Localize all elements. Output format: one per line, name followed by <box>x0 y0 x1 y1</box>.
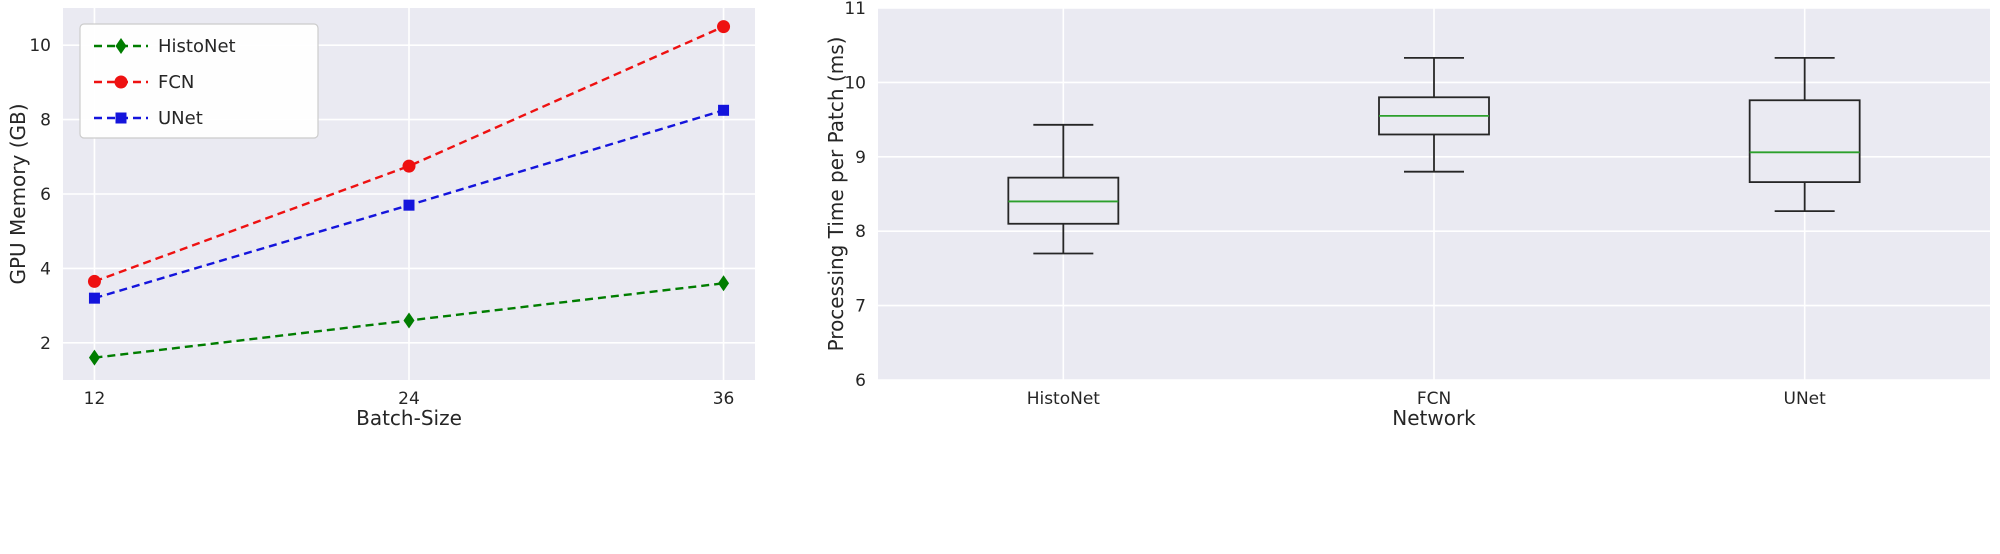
legend-label: UNet <box>158 108 203 129</box>
box-FCN <box>1378 56 1490 173</box>
y-tick-label: 6 <box>855 371 866 391</box>
series-line <box>94 25 725 283</box>
circle-marker <box>402 159 416 173</box>
x-tick-label: UNet <box>1784 389 1827 409</box>
boxplot-x-axis-label: Network <box>1392 406 1476 430</box>
line-chart-x-axis-label: Batch-Size <box>356 406 462 430</box>
y-tick-label: 10 <box>29 36 51 56</box>
y-tick-label: 11 <box>844 0 866 19</box>
box-rect <box>1748 99 1861 183</box>
series-UNet <box>88 104 730 304</box>
y-tick-label: 2 <box>40 334 51 354</box>
y-tick-label: 8 <box>40 111 51 131</box>
diamond-marker <box>718 275 730 292</box>
diamond-marker <box>115 38 127 54</box>
circle-marker <box>114 75 128 89</box>
x-tick-label: 36 <box>713 389 735 409</box>
x-tick-label: 24 <box>398 389 420 409</box>
square-marker <box>88 292 100 304</box>
circle-marker <box>87 274 101 288</box>
boxplot-y-axis-label: Processing Time per Patch (ms) <box>824 36 848 352</box>
series-HistoNet <box>88 275 730 366</box>
y-tick-label: 10 <box>844 73 866 93</box>
legend-item-HistoNet: HistoNet <box>94 36 236 57</box>
y-tick-label: 9 <box>855 148 866 168</box>
series-FCN <box>87 20 731 288</box>
box-UNet <box>1748 56 1861 213</box>
legend: HistoNet FCN UNet <box>79 23 319 139</box>
legend-item-UNet: UNet <box>94 108 203 129</box>
y-tick-label: 6 <box>40 185 51 205</box>
square-marker <box>718 104 730 116</box>
y-tick-label: 8 <box>855 222 866 242</box>
square-marker <box>403 199 415 211</box>
legend-item-FCN: FCN <box>94 72 194 93</box>
line-chart-y-axis-label: GPU Memory (GB) <box>6 103 30 285</box>
x-tick-label: HistoNet <box>1027 389 1101 409</box>
diamond-marker <box>88 349 100 366</box>
x-tick-label: FCN <box>1417 389 1451 409</box>
legend-label: HistoNet <box>158 36 236 57</box>
x-tick-label: 12 <box>84 389 106 409</box>
legend-box <box>79 23 319 139</box>
y-tick-label: 4 <box>40 259 51 279</box>
square-marker <box>115 112 127 124</box>
box-HistoNet <box>1007 123 1120 255</box>
circle-marker <box>717 20 731 34</box>
boxplot-processing-time: 6 7 8 9 10 11 HistoNet FCN UNet <box>844 0 1990 409</box>
y-tick-label: 7 <box>855 297 866 317</box>
legend-label: FCN <box>158 72 194 93</box>
diamond-marker <box>403 312 415 329</box>
